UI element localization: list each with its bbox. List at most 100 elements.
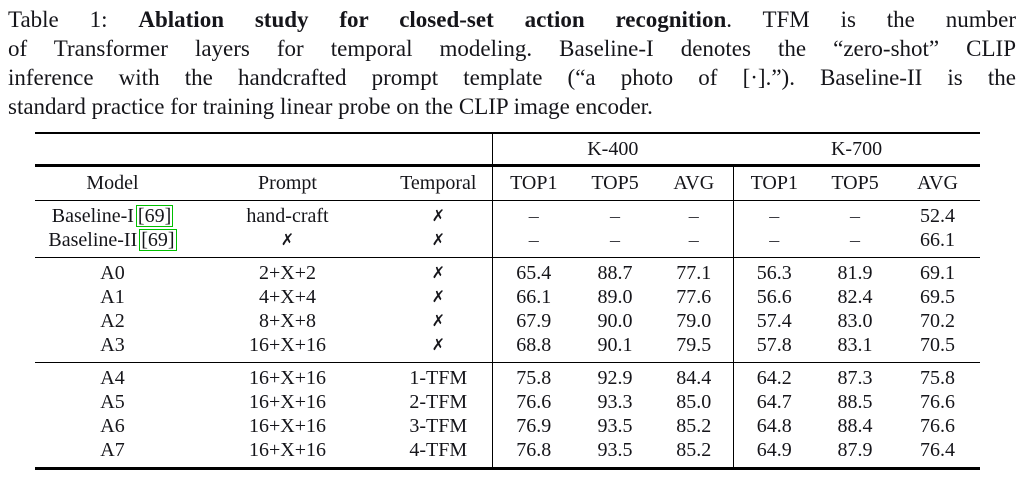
cell-k400-top5: 90.1 [597,334,633,356]
cell-k400-top1: – [491,228,576,258]
cell-k700-avg: 69.5 [920,286,956,308]
section-a4-a7: A4 16+X+16 1-TFM 75.8 92.9 84.4 64.2 87.3 75.8 A5… [35,362,981,470]
cell-prompt: 16+X+16 [248,334,326,356]
caption-line-1: Table 1: Ablation study for closed-set a… [8,5,1016,34]
cell-k700-top1: 57.4 [732,309,816,333]
cell-k700-top5: – [850,229,861,251]
cell-model: A2 [100,310,125,332]
cell-prompt: 16+X+16 [190,438,385,470]
caption-line-4: standard practice for training linear pr… [8,94,653,119]
cell-k400-top5: 92.9 [575,362,656,390]
col-header-model: Model [86,172,139,194]
section-baselines: Baseline-I [69] hand-craft ✗ – – – – –52.4 Baseli… [35,200,981,258]
cell-k700-avg: 70.2 [920,310,956,332]
cell-prompt: 4+X+4 [258,286,316,308]
cell-k700-top1: 64.2 [732,362,816,390]
cell-k700-avg: 76.6 [920,415,956,437]
table-row: A1 4+X+4 ✗ 66.1 89.0 77.6 56.6 82.4 69.5 [35,285,980,309]
cell-k700-top1: – [732,228,816,258]
table-row: A6 16+X+16 3-TFM 76.9 93.5 85.2 64.8 88.4 76.6 [35,414,980,438]
group-header-row: K-400 K-700 [35,132,981,167]
cell-k700-avg: 70.5 [920,334,956,356]
table-row: A2 8+X+8 ✗ 67.9 90.0 79.0 57.4 83.0 70.2 [35,309,980,333]
cell-k400-avg: – [688,229,699,251]
cell-k700-avg: 66.1 [920,229,956,251]
cell-model: A0 [35,257,190,285]
cell-prompt: ✗ [280,230,295,249]
group-header-spacer [35,132,493,167]
cell-k700-top5: 82.4 [837,286,873,308]
cell-k400-top1: 76.8 [491,438,576,470]
table-caption: Table 1: Ablation study for closed-set a… [8,5,1016,121]
table-row: Baseline-II [69] ✗ ✗ – – – – – 66.1 [35,228,980,258]
cell-k700-top5: 88.4 [837,415,873,437]
table-row: A3 16+X+16 ✗ 68.8 90.1 79.5 57.8 83.1 70.5 [35,333,980,363]
cell-k400-avg: 85.2 [676,415,712,437]
caption-text: . TFM is the number [726,7,1017,32]
cell-k700-top5: 81.9 [815,257,896,285]
caption-line-3: inference with the handcrafted prompt te… [8,65,1016,90]
cell-k700-top1: 64.8 [732,414,816,438]
cell-model: A7 [35,438,190,470]
caption-label: Table 1: [8,7,139,32]
cell-prompt: 2+X+2 [190,257,385,285]
cell-model: A6 [100,415,125,437]
citation-link[interactable]: [69] [139,229,177,251]
cell-k400-top1: 76.9 [491,414,576,438]
cell-k400-avg: 77.1 [655,257,734,285]
cell-temporal: ✗ [431,230,445,249]
cell-k700-avg: 75.8 [895,362,981,390]
col-header-k700-top1: TOP1 [732,165,816,201]
table-row: A7 16+X+16 4-TFM 76.8 93.5 85.2 64.9 87.9 76.4 [35,438,981,470]
cell-k700-top5: 87.3 [815,362,896,390]
cell-k400-avg: 85.2 [655,438,734,470]
cell-k400-top5: 88.7 [575,257,656,285]
cell-k400-avg: 77.6 [676,286,712,308]
cell-temporal: 2-TFM [409,391,468,413]
cell-model: Baseline-II [69] [48,229,177,251]
cell-model: A1 [100,286,125,308]
cell-k400-top5: 93.5 [575,438,656,470]
cell-k400-avg: – [655,200,734,228]
cell-k400-top5: 89.0 [597,286,633,308]
cell-temporal: ✗ [431,287,445,306]
cell-k400-top1: 68.8 [491,333,576,363]
col-header-k700-top5: TOP5 [831,172,879,194]
cell-k400-top5: 90.0 [597,310,633,332]
cell-prompt: hand-craft [190,200,385,228]
cell-model: Baseline-I [69] [35,200,190,228]
table-row: A5 16+X+16 2-TFM 76.6 93.3 85.0 64.7 88.5 76.6 [35,390,980,414]
cell-model: A4 [35,362,190,390]
cell-k700-top1: 64.9 [732,438,816,470]
col-header-k700-avg: AVG [917,172,958,194]
caption-title-bold: Ablation study for closed-set action rec… [138,7,727,32]
citation-link[interactable]: [69] [135,205,174,227]
cell-k700-top1: 57.8 [732,333,816,363]
cell-k400-avg: 79.0 [676,310,712,332]
cell-temporal: ✗ [385,200,493,228]
col-header-k400-top5: TOP5 [591,172,639,194]
cell-k400-avg: 85.0 [676,391,712,413]
cell-k700-top1: 56.6 [732,285,816,309]
cell-model: A3 [100,334,125,356]
cell-k400-avg: 79.5 [676,334,712,356]
cell-k400-top1: 75.8 [491,362,576,390]
column-header-row: Model Prompt Temporal TOP1 TOP5 AVG TOP1… [35,165,980,201]
cell-model: A5 [100,391,125,413]
cell-k400-top5: 93.3 [597,391,633,413]
cell-k700-avg: 76.6 [920,391,956,413]
group-header-k700: K-700 [733,132,981,167]
cell-k400-top5: 93.5 [597,415,633,437]
cell-prompt: 16+X+16 [248,415,326,437]
ablation-table: K-400 K-700 Model Prompt Temporal TOP1 T… [35,132,981,470]
cell-k700-top5: 83.0 [837,310,873,332]
cell-k700-top5: 88.5 [837,391,873,413]
cell-prompt: 16+X+16 [190,362,385,390]
cell-k400-top5: – [610,229,621,251]
cell-k400-top1: 76.6 [491,390,576,414]
col-header-k400-avg: AVG [673,172,715,194]
cell-k400-top1: 66.1 [491,285,576,309]
cell-k400-top1: – [491,200,576,228]
table-row: Baseline-I [69] hand-craft ✗ – – – – –52.4 [35,200,981,228]
table-row: A0 2+X+2 ✗ 65.4 88.7 77.1 56.3 81.9 69.1 [35,257,981,285]
